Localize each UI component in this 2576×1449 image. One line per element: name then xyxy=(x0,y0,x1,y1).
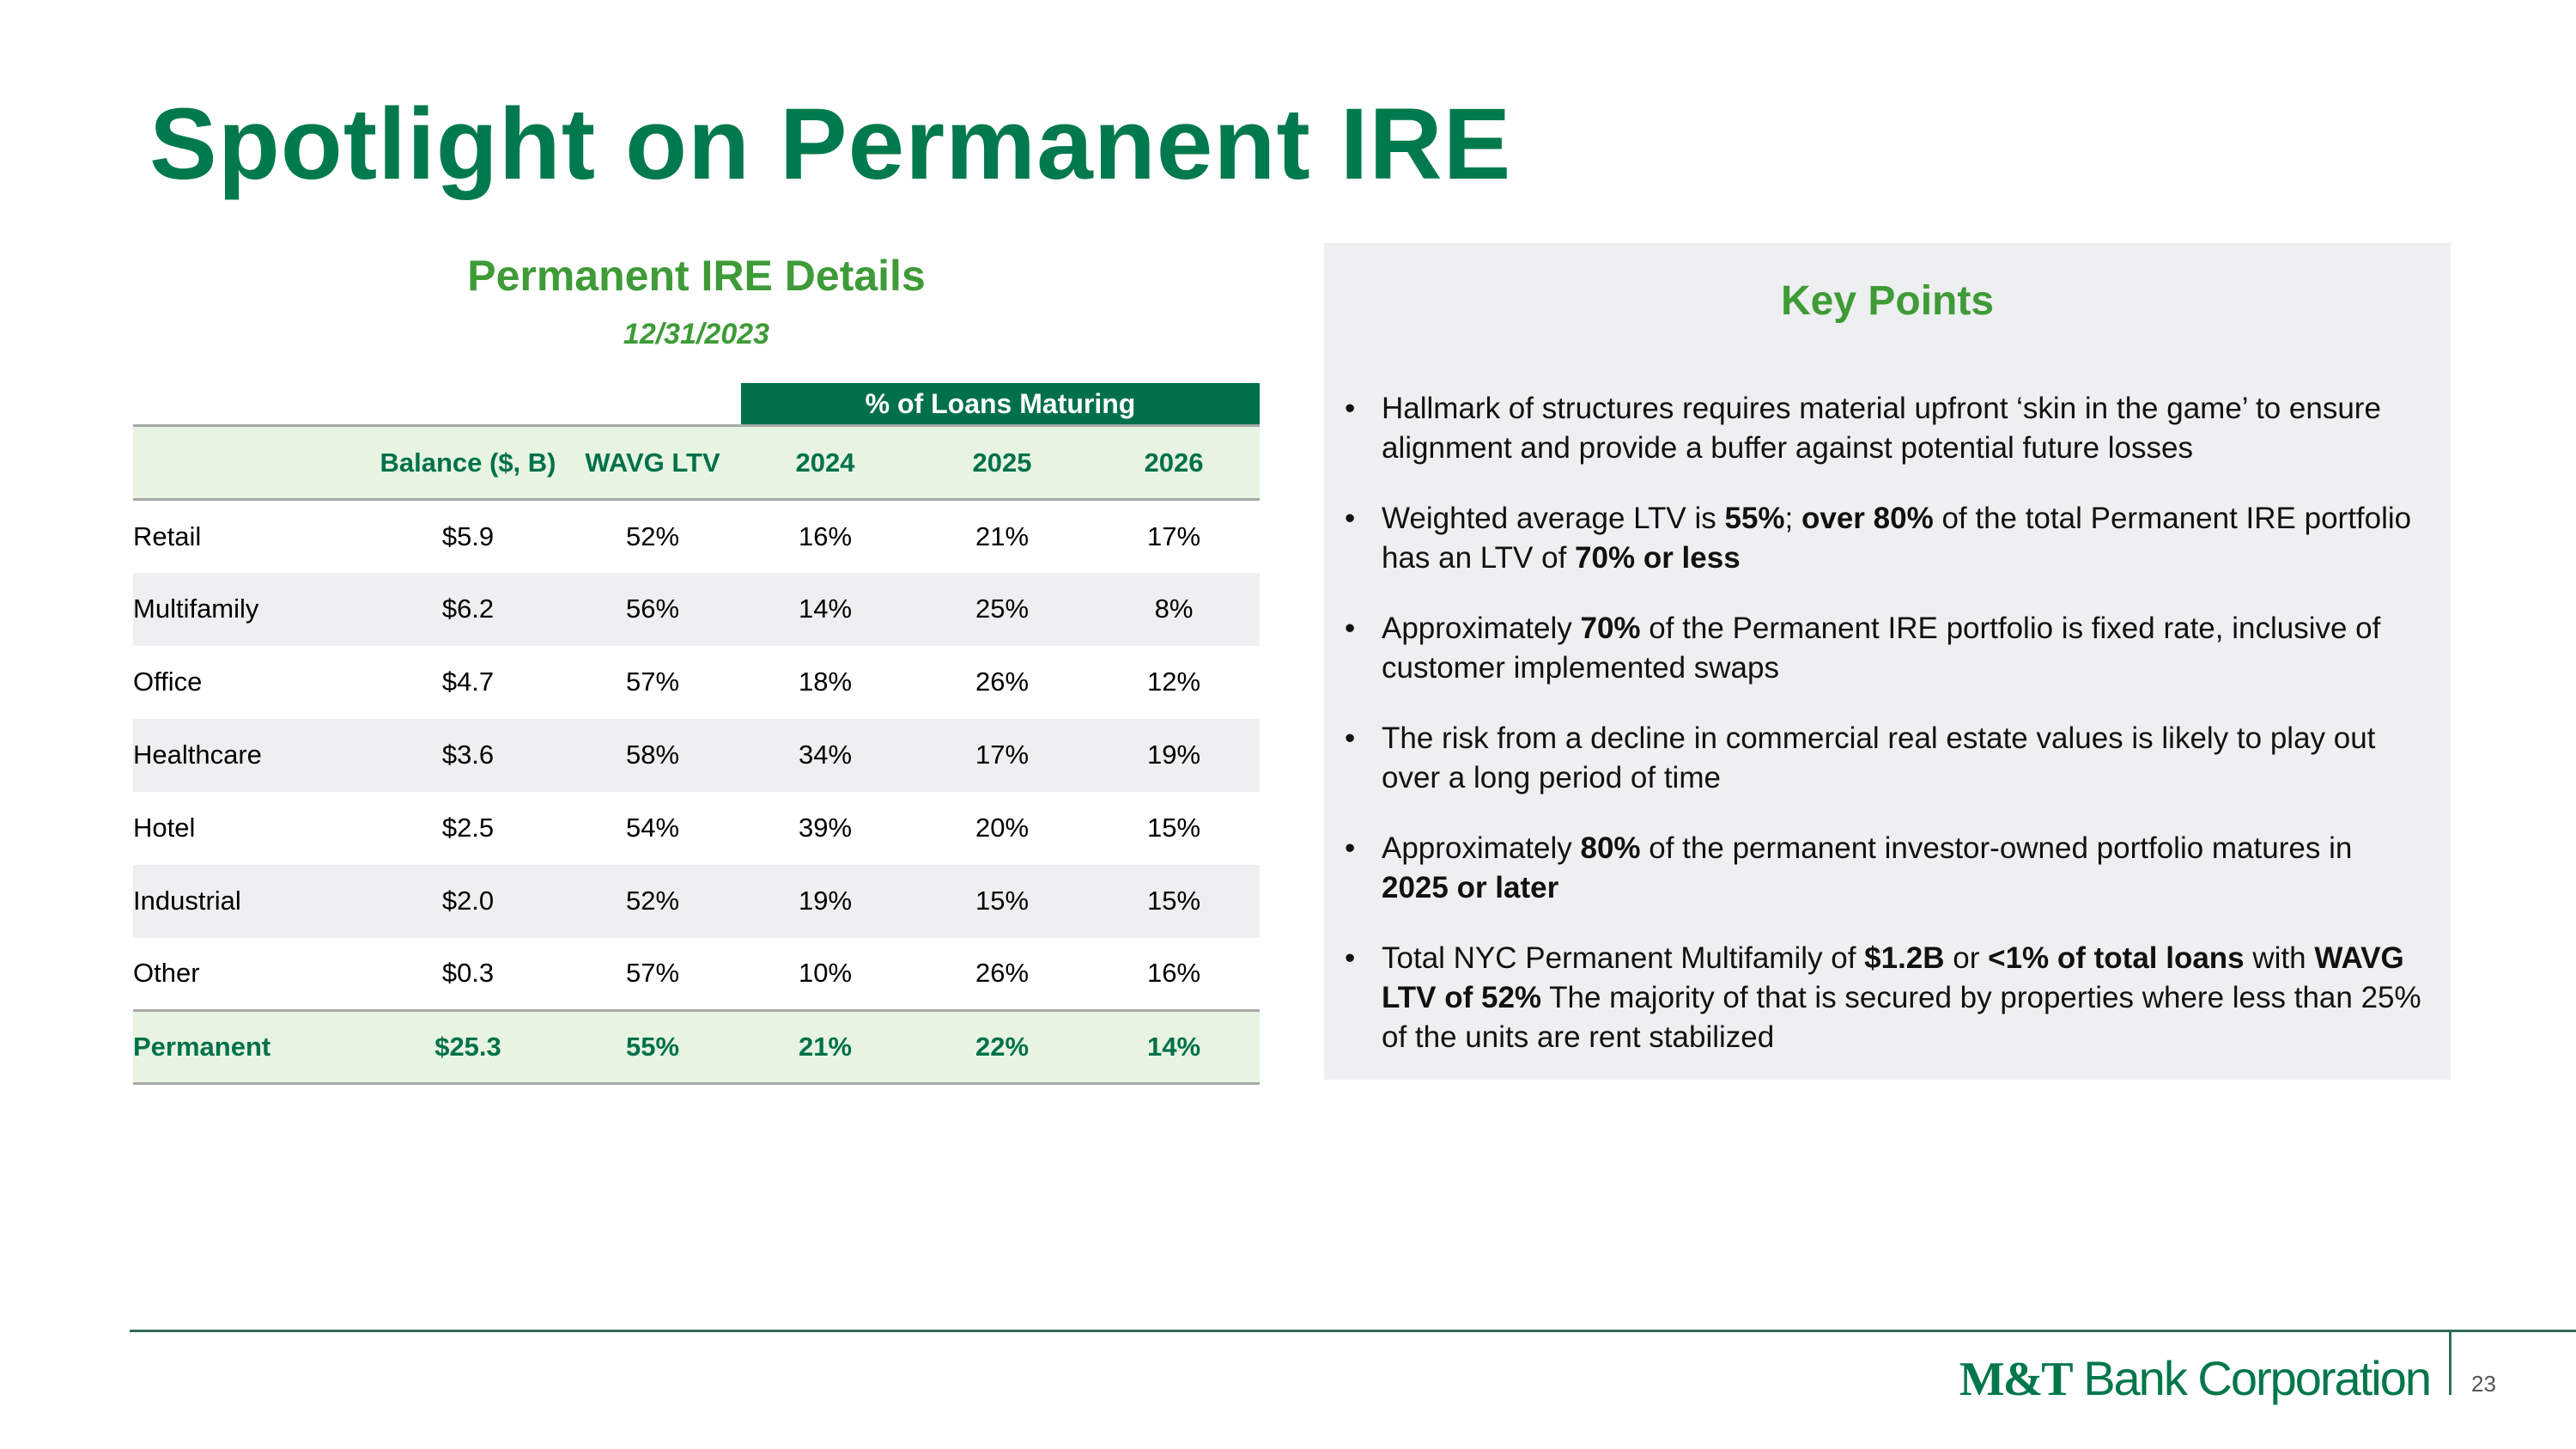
bullet-icon: • xyxy=(1345,392,1356,425)
column-header: 2025 xyxy=(916,424,1088,501)
table-cell: 18% xyxy=(798,667,853,697)
table-cell: 55% xyxy=(571,1009,734,1085)
table-row: Retail $5.9 52% 16% 21% 17% xyxy=(133,500,1260,573)
table-cell: 14% xyxy=(734,572,916,646)
table-cell: 15% xyxy=(1146,813,1201,843)
key-point: • Weighted average LTV is 55%; over 80% o… xyxy=(1324,499,2451,578)
column-header: Balance ($, B) xyxy=(365,424,571,501)
key-point: • Hallmark of structures requires materia… xyxy=(1324,389,2451,468)
table-row: Other $0.3 57% 10% 26% 16% xyxy=(133,938,1260,1011)
table-cell: 54% xyxy=(625,813,680,843)
table-cell: Retail xyxy=(133,521,202,551)
key-point: • The risk from a decline in commercial r… xyxy=(1324,719,2451,798)
table-cell: $2.5 xyxy=(441,813,495,843)
key-point: • Total NYC Permanent Multifamily of $1.2… xyxy=(1324,939,2451,1057)
page-title: Spotlight on Permanent IRE xyxy=(149,88,1512,201)
table-cell: $6.2 xyxy=(365,572,571,646)
table-cell: 57% xyxy=(625,667,680,697)
table-cell: Hotel xyxy=(133,813,196,843)
table-cell: 56% xyxy=(571,572,734,646)
table-cell: 8% xyxy=(1088,572,1260,646)
bullet-icon: • xyxy=(1345,612,1356,645)
table-cell: Multifamily xyxy=(133,572,365,646)
column-header xyxy=(133,424,365,501)
table-cell: $5.9 xyxy=(441,521,495,551)
total-row: Permanent $25.3 55% 21% 22% 14% xyxy=(133,1009,1260,1085)
table-row: Hotel $2.5 54% 39% 20% 15% xyxy=(133,792,1260,865)
table-cell: 12% xyxy=(1146,667,1201,697)
key-points-panel: Key Points • Hallmark of structures requi… xyxy=(1324,243,2451,1080)
table-cell: 26% xyxy=(975,958,1030,989)
table-row: Office $4.7 57% 18% 26% 12% xyxy=(133,646,1260,719)
table-cell: 57% xyxy=(625,958,680,989)
table-cell: 26% xyxy=(975,667,1030,697)
table-cell: 16% xyxy=(798,521,853,551)
permanent-ire-table: Balance ($, B) WAVG LTV 2024 2025 2026 Retai… xyxy=(133,424,1260,1085)
table-cell: 17% xyxy=(916,718,1088,792)
table-cell: 52% xyxy=(571,864,734,938)
table-cell: Other xyxy=(133,958,200,989)
table-cell: Healthcare xyxy=(133,718,365,792)
loans-maturing-header: % of Loans Maturing xyxy=(741,383,1260,424)
table-cell: 52% xyxy=(625,521,680,551)
table-cell: 15% xyxy=(916,864,1088,938)
table-cell: 19% xyxy=(1088,718,1260,792)
table-cell: 14% xyxy=(1088,1009,1260,1085)
table-title: Permanent IRE Details xyxy=(467,252,926,300)
table-cell: 22% xyxy=(916,1009,1088,1085)
table-cell: 21% xyxy=(734,1009,916,1085)
logo-text: Bank Corporation xyxy=(2083,1351,2432,1405)
key-points-list: • Hallmark of structures requires materia… xyxy=(1324,389,2451,1088)
table-cell: Permanent xyxy=(133,1009,365,1085)
table-cell: 58% xyxy=(571,718,734,792)
key-point: • Approximately 70% of the Permanent IRE … xyxy=(1324,609,2451,688)
table-cell: $3.6 xyxy=(365,718,571,792)
column-header: 2026 xyxy=(1088,424,1260,501)
bullet-icon: • xyxy=(1345,831,1356,865)
bullet-icon: • xyxy=(1345,941,1356,975)
column-header: 2024 xyxy=(734,424,916,501)
bullet-icon: • xyxy=(1345,502,1356,535)
company-logo: M&T Bank Corporation xyxy=(1959,1350,2432,1407)
column-header: WAVG LTV xyxy=(571,424,734,501)
table-cell: $2.0 xyxy=(365,864,571,938)
table-cell: 25% xyxy=(916,572,1088,646)
footer-divider xyxy=(130,1330,2576,1332)
bullet-icon: • xyxy=(1345,721,1356,755)
page-number: 23 xyxy=(2471,1371,2496,1397)
table-cell: 17% xyxy=(1146,521,1201,551)
table-cell: 20% xyxy=(975,813,1030,843)
key-point: • Approximately 80% of the permanent inve… xyxy=(1324,829,2451,908)
table-row: Industrial $2.0 52% 19% 15% 15% xyxy=(133,864,1260,938)
table-cell: 10% xyxy=(798,958,853,989)
table-cell: 21% xyxy=(975,521,1030,551)
table-cell: 19% xyxy=(734,864,916,938)
table-cell: 16% xyxy=(1146,958,1201,989)
table-cell: $4.7 xyxy=(441,667,495,697)
table-cell: 15% xyxy=(1088,864,1260,938)
footer-vertical-divider xyxy=(2449,1330,2451,1395)
table-date: 12/31/2023 xyxy=(623,318,770,350)
table-cell: Office xyxy=(133,667,203,697)
logo-mark: M&T xyxy=(1959,1353,2074,1406)
table-row: Multifamily $6.2 56% 14% 25% 8% xyxy=(133,572,1260,646)
table-cell: 39% xyxy=(798,813,853,843)
key-points-title: Key Points xyxy=(1780,278,1995,324)
table-cell: Industrial xyxy=(133,864,365,938)
table-row: Healthcare $3.6 58% 34% 17% 19% xyxy=(133,718,1260,792)
table-cell: $0.3 xyxy=(441,958,495,989)
table-cell: 34% xyxy=(734,718,916,792)
table-cell: $25.3 xyxy=(365,1009,571,1085)
